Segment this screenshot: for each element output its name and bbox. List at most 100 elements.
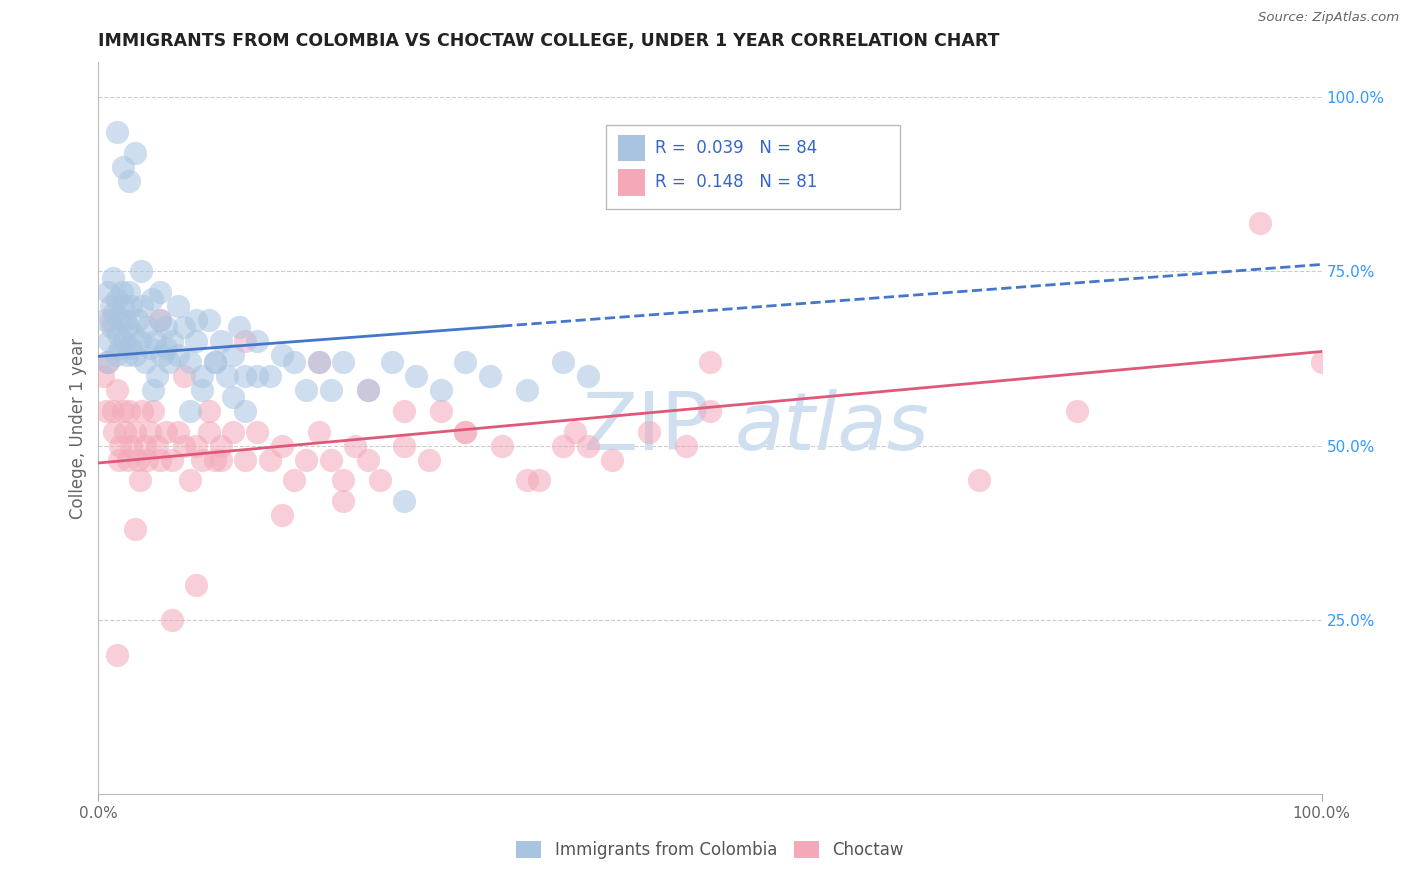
Point — [332, 474, 354, 488]
Point — [392, 494, 416, 508]
Point — [319, 383, 342, 397]
Point — [146, 439, 169, 453]
FancyBboxPatch shape — [619, 169, 645, 195]
Point — [319, 452, 342, 467]
Text: R =  0.148   N = 81: R = 0.148 N = 81 — [655, 173, 817, 192]
Point — [246, 425, 269, 439]
Point — [101, 271, 124, 285]
Point — [127, 313, 149, 327]
Point — [142, 403, 165, 417]
Point — [160, 334, 183, 348]
Point — [553, 439, 575, 453]
Point — [167, 299, 190, 313]
Point — [186, 578, 208, 592]
Point — [111, 285, 134, 300]
Point — [478, 368, 501, 383]
Point — [209, 439, 232, 453]
Point — [97, 285, 120, 300]
Point — [270, 348, 294, 362]
Point — [430, 383, 453, 397]
Point — [112, 334, 135, 348]
Point — [101, 403, 124, 417]
Point — [124, 425, 146, 439]
Point — [179, 403, 201, 417]
Point — [233, 334, 256, 348]
FancyBboxPatch shape — [606, 125, 900, 209]
Point — [356, 383, 378, 397]
Point — [308, 355, 330, 369]
Point — [94, 403, 117, 417]
Point — [405, 368, 427, 383]
Text: atlas: atlas — [734, 389, 929, 467]
Point — [157, 355, 180, 369]
Point — [204, 355, 226, 369]
Point — [270, 439, 294, 453]
Point — [100, 299, 122, 313]
Point — [143, 334, 166, 348]
Point — [134, 439, 156, 453]
Point — [118, 403, 141, 417]
Point — [160, 452, 183, 467]
Point — [149, 452, 172, 467]
Point — [93, 313, 115, 327]
Point — [114, 425, 136, 439]
Point — [204, 355, 226, 369]
Point — [105, 648, 128, 662]
Point — [117, 320, 139, 334]
Text: R =  0.039   N = 84: R = 0.039 N = 84 — [655, 139, 817, 157]
Point — [418, 452, 440, 467]
Point — [191, 452, 214, 467]
Point — [454, 425, 477, 439]
Point — [105, 293, 128, 307]
Point — [186, 439, 208, 453]
Point — [295, 452, 318, 467]
Point — [233, 403, 256, 417]
Point — [179, 474, 201, 488]
Point — [204, 452, 226, 467]
Point — [155, 425, 177, 439]
Point — [515, 474, 537, 488]
Point — [392, 403, 416, 417]
Point — [108, 313, 131, 327]
Point — [675, 439, 697, 453]
Point — [173, 368, 195, 383]
Point — [270, 508, 294, 523]
Point — [155, 320, 177, 334]
Point — [121, 327, 143, 342]
FancyBboxPatch shape — [619, 135, 645, 161]
Point — [356, 452, 378, 467]
Point — [259, 452, 281, 467]
Point — [527, 474, 550, 488]
Point — [97, 355, 120, 369]
Point — [332, 494, 354, 508]
Point — [155, 341, 177, 355]
Point — [191, 368, 214, 383]
Point — [699, 355, 721, 369]
Point — [124, 522, 146, 536]
Point — [127, 452, 149, 467]
Point — [111, 403, 134, 417]
Point — [136, 320, 159, 334]
Point — [233, 368, 256, 383]
Point — [515, 383, 537, 397]
Point — [149, 285, 172, 300]
Point — [149, 313, 172, 327]
Point — [197, 403, 219, 417]
Point — [100, 313, 122, 327]
Point — [107, 327, 129, 342]
Point — [173, 320, 195, 334]
Point — [246, 334, 269, 348]
Point — [149, 313, 172, 327]
Point — [1249, 216, 1271, 230]
Point — [173, 439, 195, 453]
Point — [139, 341, 162, 355]
Point — [430, 403, 453, 417]
Point — [215, 368, 238, 383]
Point — [146, 368, 169, 383]
Point — [105, 383, 128, 397]
Point — [332, 355, 354, 369]
Point — [91, 368, 114, 383]
Point — [118, 174, 141, 188]
Point — [129, 334, 152, 348]
Point — [228, 320, 250, 334]
